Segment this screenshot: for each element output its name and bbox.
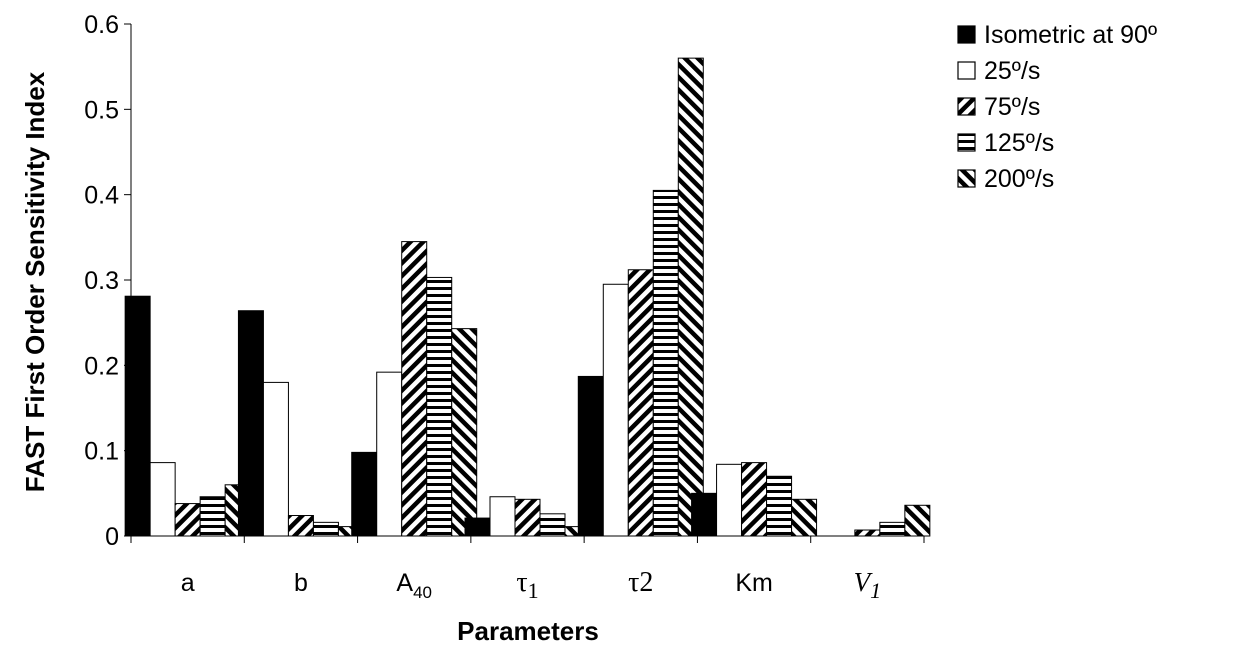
- y-tick-label: 0.6: [84, 11, 119, 39]
- bar: [199, 496, 226, 537]
- bar: [716, 463, 743, 537]
- bar: [766, 475, 793, 537]
- bar: [489, 496, 516, 537]
- bar: [351, 451, 378, 537]
- bar: [149, 462, 176, 537]
- legend-swatch: [957, 169, 976, 188]
- y-tick-label: 0.5: [84, 96, 119, 124]
- bar: [677, 57, 704, 537]
- category-label: a: [181, 569, 195, 597]
- y-tick-label: 0.3: [84, 267, 119, 295]
- y-tick-label: 0.2: [84, 352, 119, 380]
- category-labels: a b A40 τ1 τ2 Km V1: [181, 567, 881, 603]
- category-label: Km: [735, 569, 773, 597]
- bar: [539, 513, 566, 537]
- legend-label: 75º/s: [984, 93, 1040, 121]
- bar: [577, 375, 604, 537]
- y-tick-label: 0: [105, 523, 119, 551]
- bar: [174, 503, 201, 537]
- bar: [652, 189, 679, 537]
- bar: [287, 515, 314, 537]
- legend-label: 125º/s: [984, 129, 1054, 157]
- legend-label: Isometric at 90º: [984, 21, 1157, 49]
- category-label: τ2: [628, 567, 653, 598]
- bar: [262, 381, 289, 537]
- bar: [602, 283, 629, 537]
- bar: [312, 521, 339, 537]
- y-tick-label: 0.4: [84, 182, 119, 210]
- bar: [237, 310, 264, 537]
- category-label: A40: [396, 569, 432, 602]
- legend-label: 25º/s: [984, 57, 1040, 85]
- bar: [741, 462, 768, 537]
- legend-label: 200º/s: [984, 165, 1054, 193]
- legend-swatch: [957, 25, 976, 44]
- bar: [451, 328, 478, 537]
- bar: [879, 521, 906, 537]
- legend-swatch: [957, 61, 976, 80]
- bar: [627, 269, 654, 537]
- category-label: b: [294, 569, 308, 597]
- bars: [124, 57, 931, 537]
- bar: [904, 504, 931, 537]
- category-label: V1: [854, 567, 882, 603]
- legend-swatch: [957, 133, 976, 152]
- bar: [691, 492, 718, 537]
- bar: [401, 241, 428, 537]
- bar: [426, 276, 453, 537]
- y-axis-title: FAST First Order Sensitivity Index: [20, 71, 50, 492]
- bar: [376, 371, 403, 537]
- x-axis-title: Parameters: [457, 616, 599, 646]
- legend-swatch: [957, 97, 976, 116]
- bar: [514, 498, 541, 537]
- bar: [464, 517, 491, 537]
- bar: [854, 529, 881, 537]
- category-label: τ1: [516, 567, 538, 603]
- bar: [124, 295, 151, 537]
- bar: [791, 498, 818, 537]
- y-tick-labels: 0 0.1 0.2 0.3 0.4 0.5 0.6: [84, 11, 119, 551]
- y-tick-label: 0.1: [84, 438, 119, 466]
- legend: Isometric at 90º 25º/s 75º/s 125º/s 200º/s: [957, 21, 1157, 193]
